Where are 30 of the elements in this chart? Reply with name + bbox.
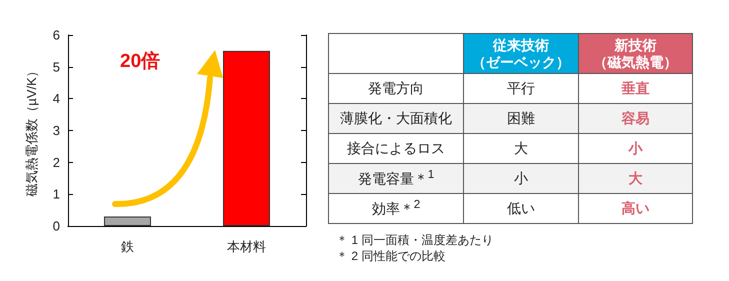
text: 小 — [514, 170, 528, 186]
text: ＊ 1 同一面積・温度差あたり — [336, 232, 494, 248]
text: 垂直 — [622, 80, 650, 96]
category-label: 発電容量＊$^{1}$ — [358, 168, 434, 187]
text: 大 — [628, 170, 642, 186]
category-label: 新技術（磁気熱電） — [578, 34, 692, 74]
category-label: 薄膜化・大面積化 — [340, 110, 452, 126]
text: ＊ 2 同性能での比較 — [336, 248, 446, 264]
text: 低い — [507, 200, 535, 216]
category-label: 発電方向 — [368, 80, 424, 96]
y-axis-title: 磁気熱電係数（µV/K） — [24, 64, 39, 198]
y-tick-label: 5 — [52, 59, 60, 74]
text: 高い — [622, 200, 650, 216]
y-tick-label: 6 — [52, 28, 60, 42]
category-label: 接合によるロス — [347, 140, 445, 156]
x-tick-label: 鉄 — [121, 239, 134, 254]
text: 困難 — [507, 110, 535, 126]
y-tick-label: 0 — [52, 218, 60, 234]
y-tick-label: 4 — [52, 91, 60, 106]
x-tick-label: 本材料 — [227, 239, 266, 254]
text: 平行 — [507, 80, 535, 96]
text: 大 — [514, 140, 528, 156]
annotation: 20倍 — [120, 50, 160, 74]
category-label: 効率＊$^{2}$ — [372, 198, 420, 217]
y-tick-label: 2 — [52, 154, 60, 170]
y-tick-label: 3 — [52, 123, 60, 138]
y-tick-label: 1 — [52, 186, 60, 202]
text: 小 — [628, 140, 642, 156]
text: 容易 — [622, 110, 650, 126]
category-label: 従来技術（ゼーベック） — [464, 34, 578, 74]
